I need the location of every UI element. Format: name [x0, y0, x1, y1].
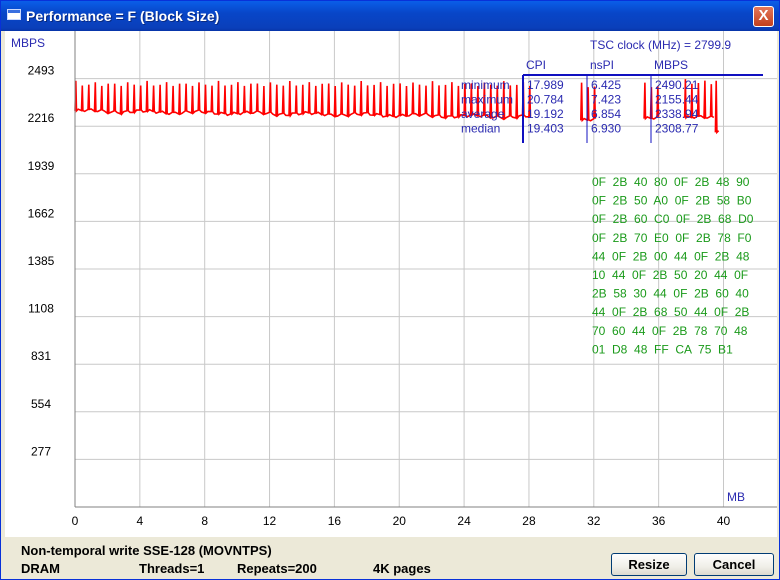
hex-dump-line: 2B 58 30 44 0F 2B 60 40	[592, 287, 749, 301]
x-tick-label: 28	[522, 514, 536, 528]
stats-nspi-value: 6.425	[591, 78, 621, 92]
y-axis-title: MBPS	[11, 36, 45, 50]
stats-row-label: maximum	[461, 93, 513, 107]
stats-nspi-value: 6.930	[591, 122, 621, 136]
y-tick-label: 1108	[28, 302, 54, 316]
hex-dump-line: 10 44 0F 2B 50 20 44 0F	[592, 268, 748, 282]
hex-dump-line: 44 0F 2B 68 50 44 0F 2B	[592, 305, 749, 319]
stats-header-mbps: MBPS	[654, 58, 688, 72]
y-tick-label: 1385	[28, 254, 55, 268]
x-tick-label: 24	[457, 514, 471, 528]
y-tick-label: 1939	[28, 159, 55, 173]
stats-row-label: median	[461, 122, 500, 136]
window-title: Performance = F (Block Size)	[26, 8, 220, 24]
stats-mbps-value: 2490.21	[655, 78, 699, 92]
pages-label: 4K pages	[373, 561, 431, 576]
window-icon	[7, 9, 21, 20]
stats-cpi-value: 20.784	[527, 93, 564, 107]
x-tick-label: 20	[393, 514, 407, 528]
x-tick-label: 0	[72, 514, 79, 528]
stats-cpi-value: 19.192	[527, 107, 564, 121]
x-tick-label: 40	[717, 514, 731, 528]
stats-nspi-value: 6.854	[591, 107, 621, 121]
y-tick-label: 831	[31, 349, 51, 363]
stats-mbps-value: 2308.77	[655, 122, 699, 136]
y-tick-label: 2493	[28, 64, 55, 78]
chart-axes: 2493 2216 1939 1662 1385 1108 831 554 277 0 4 8 12 16…	[11, 31, 777, 528]
test-name: Non-temporal write SSE-128 (MOVNTPS)	[21, 543, 272, 558]
stats-cpi-value: 17.989	[527, 78, 564, 92]
stats-row-label: average	[461, 107, 505, 121]
stats-panel: TSC clock (MHz) = 2799.9 CPI nsPI MBPS minim…	[461, 38, 763, 143]
x-tick-label: 8	[201, 514, 208, 528]
stats-mbps-value: 2338.94	[655, 107, 699, 121]
y-tick-label: 1662	[28, 206, 55, 220]
y-tick-label: 2216	[28, 111, 55, 125]
hex-dump-line: 0F 2B 50 A0 0F 2B 58 B0	[592, 194, 752, 208]
memory-label: DRAM	[21, 561, 60, 576]
stats-mbps-value: 2155.44	[655, 93, 699, 107]
x-axis-title: MB	[727, 490, 745, 504]
series-line-3	[683, 79, 715, 120]
cancel-button[interactable]: Cancel	[694, 553, 774, 576]
stats-header-cpi: CPI	[526, 58, 546, 72]
threads-label: Threads=1	[139, 561, 205, 576]
performance-chart: 2493 2216 1939 1662 1385 1108 831 554 277 0 4 8 12 16…	[11, 31, 777, 528]
hex-dump-line: 70 60 44 0F 2B 78 70 48	[592, 324, 748, 338]
close-button[interactable]: X	[753, 6, 774, 27]
resize-button[interactable]: Resize	[611, 553, 687, 576]
x-tick-label: 4	[137, 514, 144, 528]
x-tick-label: 16	[328, 514, 342, 528]
chart-area: 2493 2216 1939 1662 1385 1108 831 554 277 0 4 8 12 16…	[5, 31, 777, 537]
hex-dump-line: 0F 2B 70 E0 0F 2B 78 F0	[592, 231, 752, 245]
y-tick-label: 554	[31, 397, 51, 411]
repeats-label: Repeats=200	[237, 561, 317, 576]
y-tick-label: 277	[31, 444, 51, 458]
stats-nspi-value: 7.423	[591, 93, 621, 107]
hex-dump-line: 44 0F 2B 00 44 0F 2B 48	[592, 249, 750, 263]
hex-dump-line: 0F 2B 40 80 0F 2B 48 90	[592, 175, 750, 189]
series-line-4	[714, 80, 720, 135]
stats-header-nspi: nsPI	[590, 58, 614, 72]
hex-dump-panel: 0F 2B 40 80 0F 2B 48 90 0F 2B 50 A0 0F 2B…	[592, 175, 754, 356]
chart-series	[74, 79, 720, 135]
stats-cpi-value: 19.403	[527, 122, 564, 136]
stats-row-label: minimum	[461, 78, 510, 92]
hex-dump-line: 01 D8 48 FF CA 75 B1	[592, 342, 733, 356]
title-bar[interactable]: Performance = F (Block Size) X	[1, 1, 779, 31]
series-line-1	[580, 82, 597, 123]
x-tick-label: 12	[263, 514, 277, 528]
hex-dump-line: 0F 2B 60 C0 0F 2B 68 D0	[592, 212, 754, 226]
x-tick-label: 32	[587, 514, 601, 528]
x-tick-label: 36	[652, 514, 666, 528]
series-line-0	[74, 80, 532, 121]
tsc-clock-label: TSC clock (MHz) = 2799.9	[590, 38, 731, 52]
